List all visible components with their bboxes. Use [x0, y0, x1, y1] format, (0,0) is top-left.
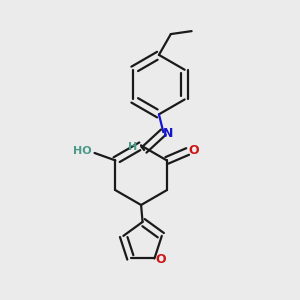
Text: O: O: [156, 254, 166, 266]
Text: N: N: [163, 127, 173, 140]
Text: O: O: [189, 143, 200, 157]
Text: HO: HO: [73, 146, 92, 157]
Text: H: H: [128, 142, 137, 152]
